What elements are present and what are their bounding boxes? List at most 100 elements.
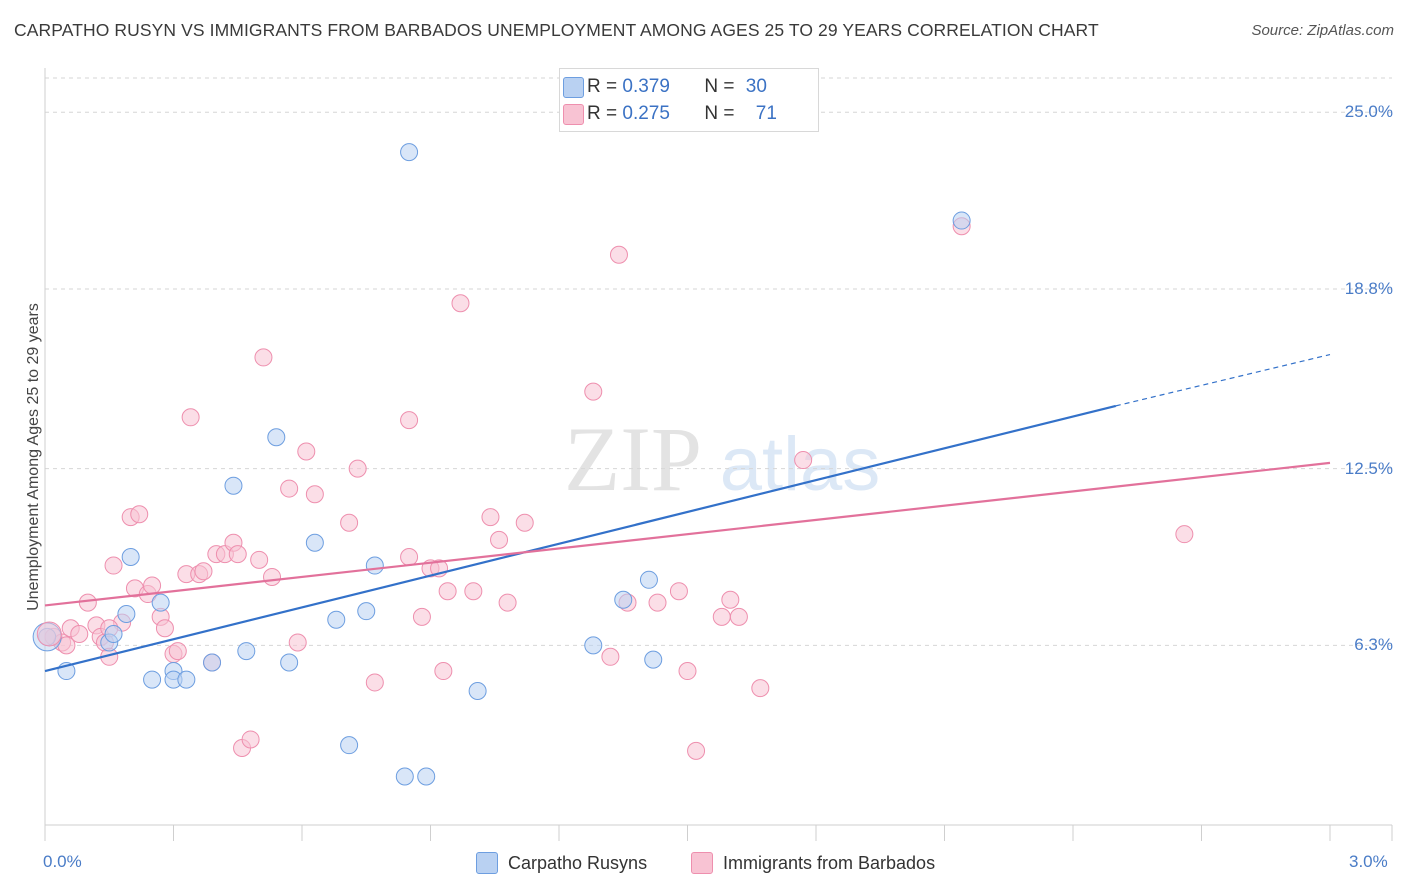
r-label: R =: [587, 103, 623, 124]
y-tick-label: 25.0%: [1344, 102, 1393, 122]
barbados-point: [340, 513, 359, 532]
legend-swatch-pink: [563, 104, 584, 125]
barbados-point: [712, 607, 731, 626]
carpatho-point: [340, 736, 359, 755]
barbados-point: [241, 730, 260, 749]
legend-swatch-blue: [563, 77, 584, 98]
barbados-point: [678, 662, 697, 681]
carpatho-point: [267, 428, 286, 447]
watermark-zip: ZIP: [564, 408, 702, 510]
barbados-point: [143, 576, 162, 595]
barbados-point: [412, 607, 431, 626]
carpatho-point: [224, 476, 243, 495]
barbados-point: [584, 382, 603, 401]
carpatho-point: [117, 605, 136, 624]
barbados-point: [451, 294, 470, 313]
correlation-legend: R = 0.379 N = 30 R = 0.275 N = 71: [559, 68, 819, 132]
barbados-point: [70, 624, 89, 643]
barbados-point: [263, 567, 282, 586]
barbados-point: [130, 505, 149, 524]
n-label: N =: [704, 103, 740, 124]
carpatho-point: [151, 593, 170, 612]
x-tick-label-max: 3.0%: [1349, 852, 1388, 871]
legend-swatch-blue: [476, 852, 498, 874]
n-label: N =: [704, 76, 740, 97]
barbados-point: [348, 459, 367, 478]
barbados-point: [155, 619, 174, 638]
carpatho-point: [327, 610, 346, 629]
barbados-point: [288, 633, 307, 652]
barbados-point: [434, 662, 453, 681]
barbados-point: [669, 582, 688, 601]
legend-item-barbados: Immigrants from Barbados: [691, 852, 935, 874]
y-tick-label: 12.5%: [1344, 458, 1393, 478]
carpatho-point: [417, 767, 436, 786]
carpatho-point: [952, 211, 971, 230]
axes: [44, 68, 1393, 841]
x-tick-label-min: 0.0%: [43, 852, 82, 871]
barbados-point: [515, 513, 534, 532]
carpatho-trend-extension: [1115, 353, 1331, 407]
carpatho-point: [143, 670, 162, 689]
n-value: 30: [745, 76, 767, 97]
carpatho-trend-line: [44, 404, 1117, 673]
carpatho-point: [365, 556, 384, 575]
barbados-point: [400, 411, 419, 430]
barbados-point: [297, 442, 316, 461]
r-value: 0.275: [622, 103, 670, 124]
carpatho-point: [639, 570, 658, 589]
barbados-point: [687, 741, 706, 760]
carpatho-point: [237, 642, 256, 661]
legend-row-carpatho: R = 0.379 N = 30: [563, 75, 767, 99]
grid-lines: [45, 77, 1392, 646]
source-label: Source: ZipAtlas.com: [1251, 22, 1394, 39]
barbados-point: [194, 562, 213, 581]
barbados-point: [250, 550, 269, 569]
barbados-point: [181, 408, 200, 427]
barbados-point: [1175, 525, 1194, 544]
chart-title: CARPATHO RUSYN VS IMMIGRANTS FROM BARBAD…: [14, 20, 1099, 40]
barbados-point: [400, 547, 419, 566]
carpatho-point: [614, 590, 633, 609]
barbados-point: [609, 245, 628, 264]
r-label: R =: [587, 76, 623, 97]
carpatho-point: [400, 143, 419, 162]
barbados-point: [228, 545, 247, 564]
legend-item-carpatho: Carpatho Rusyns: [476, 852, 647, 874]
legend-swatch-pink: [691, 852, 713, 874]
barbados-point: [464, 582, 483, 601]
carpatho-point: [104, 624, 123, 643]
barbados-point: [36, 621, 62, 647]
carpatho-point: [468, 681, 487, 700]
barbados-point: [601, 647, 620, 666]
barbados-point: [498, 593, 517, 612]
barbados-point: [78, 593, 97, 612]
barbados-point: [365, 673, 384, 692]
barbados-point: [490, 530, 509, 549]
trend-lines: [44, 353, 1331, 673]
legend-label-carpatho: Carpatho Rusyns: [508, 852, 648, 873]
carpatho-point: [203, 653, 222, 672]
legend-label-barbados: Immigrants from Barbados: [723, 852, 936, 873]
r-value: 0.379: [622, 76, 670, 97]
barbados-point: [794, 451, 813, 470]
barbados-point: [751, 679, 770, 698]
carpatho-point: [305, 533, 324, 552]
barbados-point: [729, 607, 748, 626]
barbados-trend-line: [44, 461, 1331, 607]
carpatho-point: [280, 653, 299, 672]
carpatho-point: [395, 767, 414, 786]
carpatho-point: [357, 602, 376, 621]
barbados-point: [104, 556, 123, 575]
carpatho-point: [584, 636, 603, 655]
carpatho-point: [177, 670, 196, 689]
y-tick-label: 6.3%: [1354, 635, 1393, 655]
barbados-point: [721, 590, 740, 609]
barbados-point: [438, 582, 457, 601]
carpatho-point: [644, 650, 663, 669]
legend-row-barbados: R = 0.275 N = 71: [563, 102, 777, 126]
n-value: 71: [755, 103, 777, 124]
y-tick-label: 18.8%: [1344, 278, 1393, 298]
barbados-point: [280, 479, 299, 498]
